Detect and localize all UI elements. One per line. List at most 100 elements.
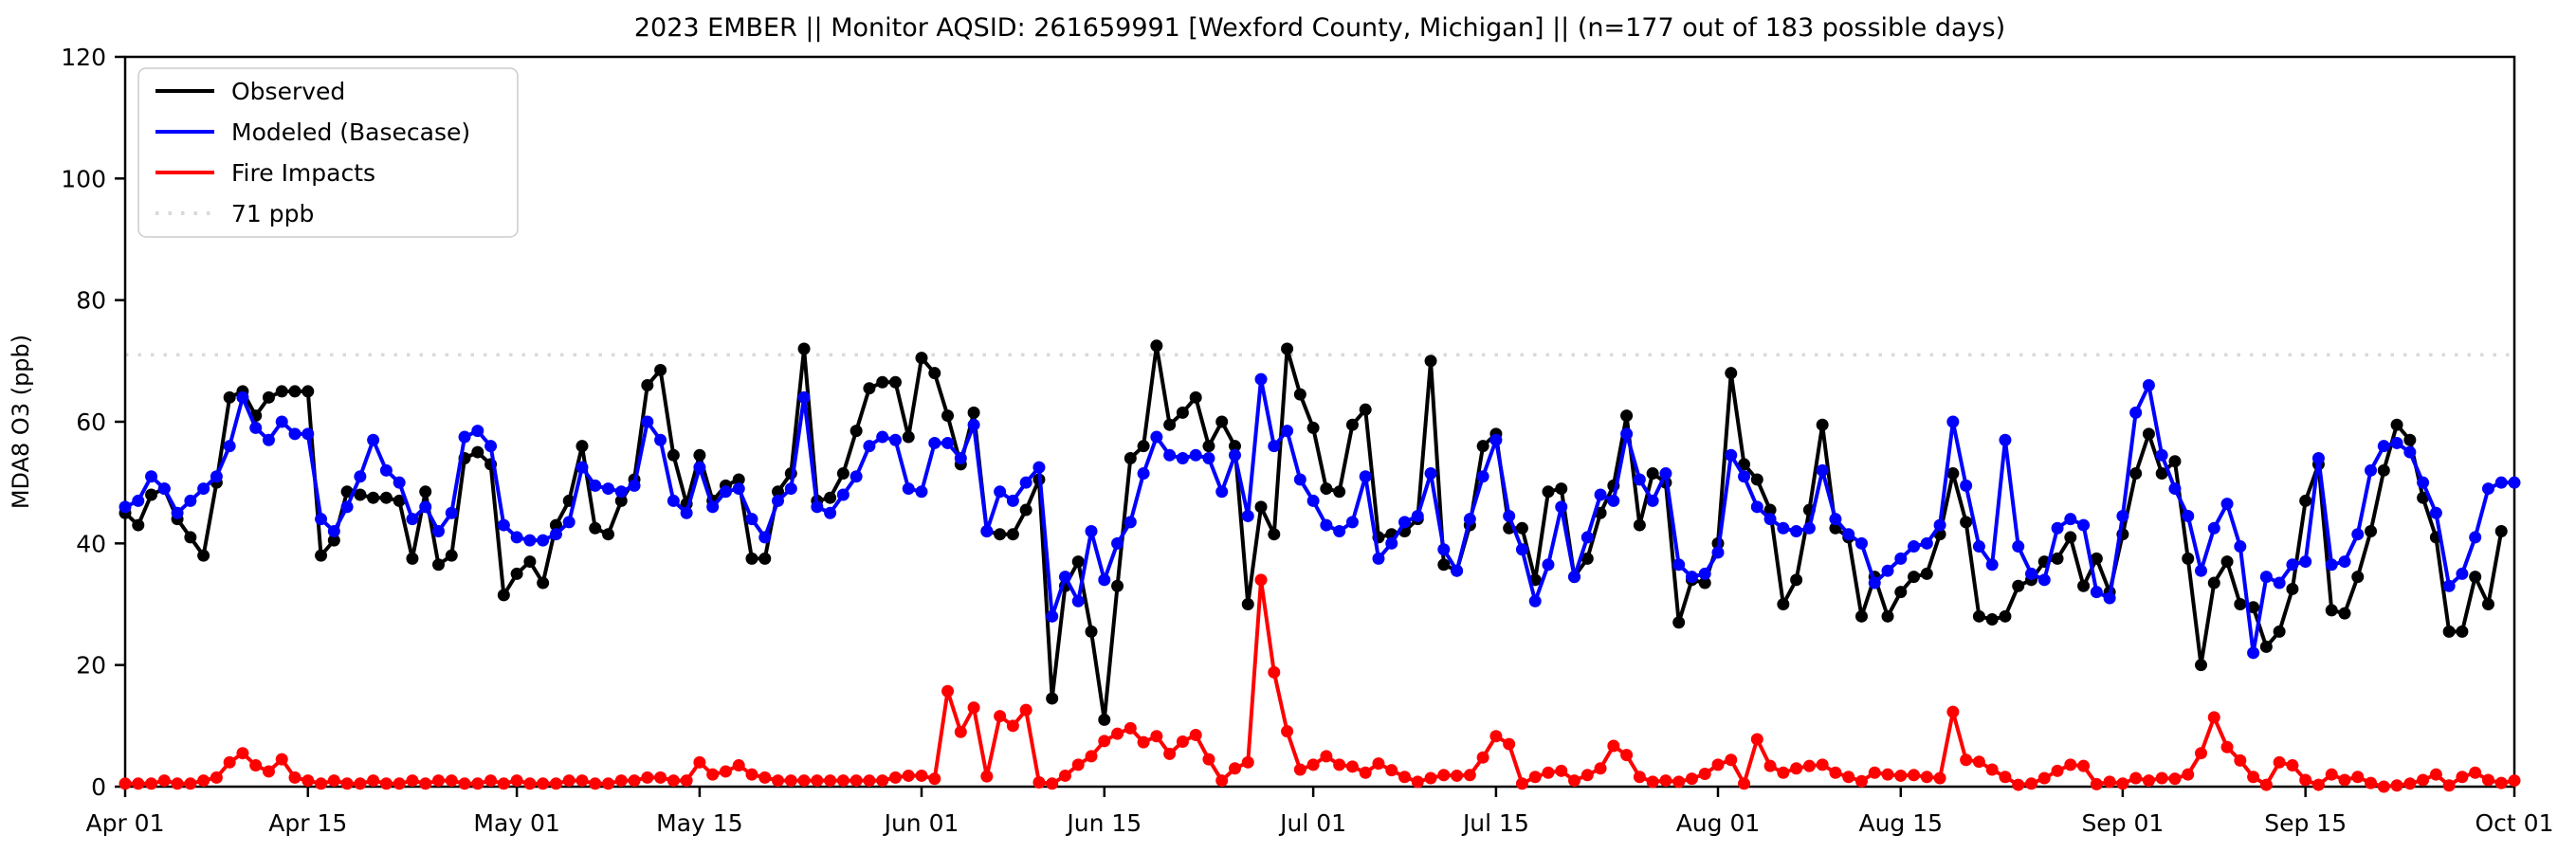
data-point: [667, 448, 680, 462]
data-point: [2168, 455, 2182, 468]
data-point: [1580, 552, 1594, 565]
data-point: [1137, 440, 1150, 453]
data-point: [249, 759, 263, 772]
data-point: [1763, 513, 1777, 526]
data-point: [1085, 625, 1098, 638]
data-point: [1451, 564, 1464, 577]
data-point: [1542, 485, 1555, 499]
data-point: [1894, 552, 1908, 565]
data-point: [1568, 571, 1581, 584]
data-point: [1620, 427, 1634, 441]
data-point: [2142, 379, 2155, 391]
data-point: [1333, 758, 1346, 771]
data-point: [537, 777, 550, 790]
data-point: [327, 534, 340, 547]
data-point: [2259, 640, 2273, 653]
data-point: [2234, 598, 2247, 610]
data-point: [537, 576, 550, 590]
data-point: [288, 771, 301, 784]
data-point: [1241, 598, 1254, 610]
data-point: [288, 385, 301, 398]
y-tick-label: 100: [61, 165, 106, 192]
data-point: [1542, 766, 1555, 779]
data-point: [2351, 528, 2365, 541]
data-point: [2259, 778, 2273, 791]
legend: Observed Modeled (Basecase) Fire Impacts 71…: [137, 67, 519, 238]
data-point: [431, 774, 445, 788]
data-point: [1254, 500, 1268, 514]
data-point: [471, 777, 484, 790]
data-point: [1293, 763, 1306, 776]
data-point: [315, 777, 328, 790]
data-point: [2103, 591, 2116, 605]
data-point: [1228, 448, 1241, 462]
data-point: [2311, 452, 2325, 464]
data-point: [2365, 776, 2378, 789]
data-point: [2182, 768, 2195, 781]
data-point: [1920, 536, 1933, 550]
data-point: [1424, 771, 1437, 785]
data-series: [119, 339, 2521, 793]
data-point: [1646, 775, 1659, 789]
data-point: [1620, 409, 1634, 423]
data-point: [484, 440, 498, 453]
x-tick-label: Sep 01: [2081, 809, 2164, 837]
data-point: [1189, 728, 1202, 741]
data-point: [1202, 452, 1215, 464]
data-point: [2508, 476, 2521, 489]
data-point: [836, 488, 850, 501]
data-point: [589, 521, 602, 535]
data-point: [732, 482, 745, 496]
data-point: [784, 482, 797, 496]
data-point: [1972, 755, 1985, 769]
data-point: [1960, 516, 1973, 529]
data-point: [1306, 758, 1320, 771]
data-point: [1750, 473, 1763, 486]
data-point: [1946, 415, 1960, 428]
data-point: [994, 485, 1007, 499]
data-point: [1058, 769, 1071, 782]
data-point: [2377, 780, 2390, 793]
data-point: [1111, 536, 1124, 550]
data-point: [994, 710, 1007, 723]
data-point: [980, 770, 994, 783]
data-point: [1058, 571, 1071, 584]
data-point: [2390, 418, 2403, 431]
data-point: [863, 774, 876, 788]
data-point: [2456, 625, 2469, 638]
data-point: [406, 552, 419, 565]
data-point: [876, 430, 889, 444]
data-point: [2286, 582, 2299, 595]
x-tick-label: Aug 15: [1858, 809, 1943, 837]
data-point: [1594, 488, 1607, 501]
data-point: [393, 494, 406, 507]
data-point: [562, 774, 575, 788]
data-point: [1176, 406, 1189, 419]
data-point: [1725, 448, 1738, 462]
data-point: [510, 567, 523, 580]
data-point: [1228, 440, 1241, 453]
data-point: [393, 777, 406, 790]
data-point: [132, 518, 145, 532]
data-point: [145, 470, 158, 483]
data-point: [1711, 758, 1725, 771]
data-point: [2103, 775, 2116, 789]
data-point: [614, 485, 628, 499]
data-point: [876, 774, 889, 788]
data-point: [954, 452, 967, 464]
data-point: [2142, 427, 2155, 441]
data-point: [262, 433, 275, 446]
data-point: [863, 440, 876, 453]
data-point: [2090, 552, 2103, 565]
data-point: [1124, 516, 1137, 529]
data-point: [850, 470, 863, 483]
data-point: [1268, 528, 1281, 541]
data-point: [2207, 521, 2220, 535]
data-point: [1881, 768, 1894, 781]
data-point: [797, 774, 811, 788]
data-point: [1816, 758, 1829, 771]
data-point: [2155, 467, 2168, 481]
data-point: [928, 436, 941, 449]
data-point: [301, 774, 315, 788]
data-point: [1580, 769, 1594, 782]
